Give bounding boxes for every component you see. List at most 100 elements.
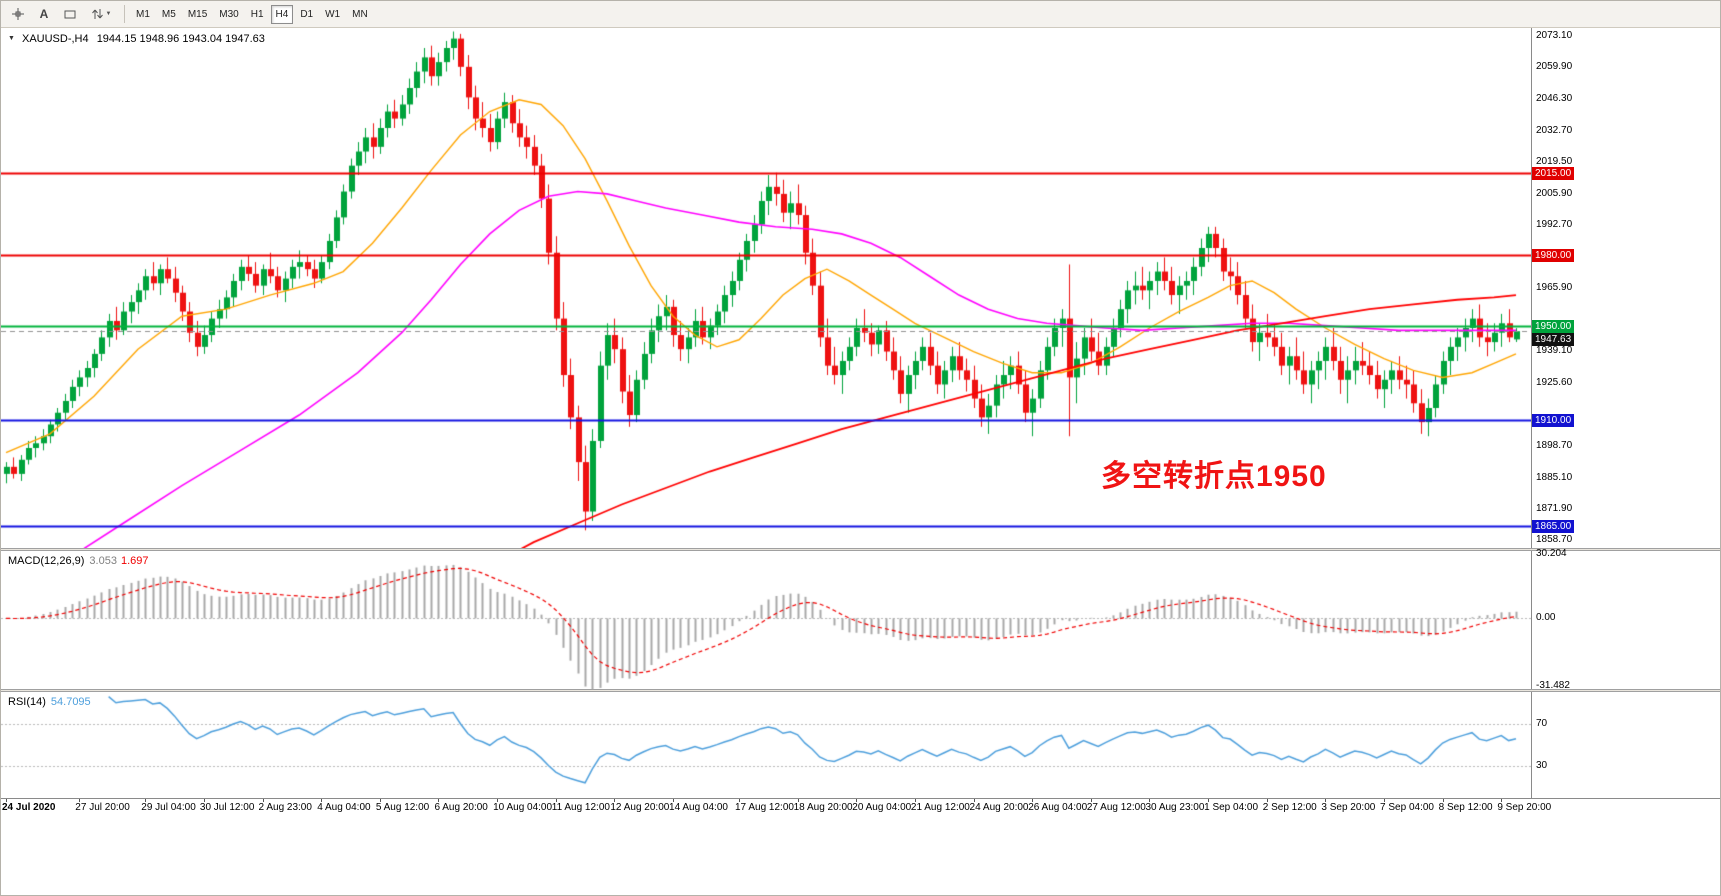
- timeframe-button-m30[interactable]: M30: [219, 8, 239, 20]
- timeframe-button-mn[interactable]: MN: [352, 8, 368, 20]
- time-axis-tick: [204, 799, 205, 802]
- price-badge: 1947.63: [1532, 332, 1575, 346]
- time-axis-label: 24 Jul 2020: [2, 802, 56, 813]
- time-axis-tick: [856, 799, 857, 802]
- time-axis-tick: [438, 799, 439, 802]
- price-tick-label: 1965.90: [1536, 282, 1573, 294]
- macd-label: MACD(12,26,9): [8, 555, 85, 567]
- time-axis-label: 17 Aug 12:00: [735, 802, 794, 813]
- price-tick-label: 1939.10: [1536, 345, 1573, 357]
- rsi-value: 54.7095: [50, 696, 91, 708]
- time-axis-label: 29 Jul 04:00: [141, 802, 196, 813]
- shapes-icon: [64, 10, 76, 19]
- chart-header: ▼ XAUUSD-,H4 1944.15 1948.96 1943.04 194…: [8, 33, 265, 45]
- price-tick-label: 2046.30: [1536, 93, 1573, 105]
- price-tick-label: 1871.90: [1536, 503, 1573, 515]
- macd-axis[interactable]: 30.204 0.00 -31.482: [1531, 547, 1720, 691]
- time-axis[interactable]: 24 Jul 2020 27 Jul 20:00 29 Jul 04:00 30 Ju…: [1, 798, 1720, 817]
- time-axis-tick: [1032, 799, 1033, 802]
- time-axis-tick: [79, 799, 80, 802]
- price-tick-label: 2019.50: [1536, 156, 1573, 168]
- timeframe-group: M1 M5 M15 M30 H1 H4 D1 W1 MN: [130, 4, 374, 24]
- price-tick-label: 1898.70: [1536, 440, 1573, 452]
- time-axis-label: 27 Aug 12:00: [1086, 802, 1146, 813]
- time-axis-label: 1 Sep 04:00: [1204, 802, 1259, 813]
- time-axis-tick: [497, 799, 498, 802]
- time-axis-label: 20 Aug 04:00: [852, 802, 912, 813]
- panel-separator[interactable]: [1, 689, 1720, 692]
- time-axis-tick: [915, 799, 916, 802]
- timeframe-button-m5[interactable]: M5: [161, 8, 176, 20]
- rsi-label: RSI(14): [8, 696, 46, 708]
- time-axis-tick: [6, 799, 7, 802]
- timeframe-button-d1[interactable]: D1: [300, 8, 314, 20]
- macd-panel: MACD(12,26,9) 3.053 1.697: [1, 551, 1531, 689]
- time-axis-tick: [1443, 799, 1444, 802]
- text-label-icon: A: [39, 7, 49, 21]
- price-badge: 2015.00: [1532, 166, 1575, 180]
- time-axis-tick: [380, 799, 381, 802]
- time-axis-label: 5 Aug 12:00: [375, 802, 430, 813]
- shapes-tool-button[interactable]: [58, 4, 82, 25]
- price-badge: 1910.00: [1532, 413, 1575, 427]
- time-axis-tick: [263, 799, 264, 802]
- macd-header: MACD(12,26,9) 3.053 1.697: [8, 555, 148, 567]
- collapse-triangle-icon[interactable]: ▼: [8, 35, 15, 42]
- time-axis-tick: [1267, 799, 1268, 802]
- rsi-level-label: 30: [1536, 760, 1548, 772]
- price-tick-label: 1858.70: [1536, 534, 1573, 546]
- timeframe-button-h1[interactable]: H1: [250, 8, 264, 20]
- drawing-tools-group: A ▼: [5, 4, 119, 25]
- time-axis-tick: [321, 799, 322, 802]
- price-tick-label: 2059.90: [1536, 61, 1573, 73]
- panel-separator[interactable]: [1, 548, 1720, 551]
- timeframe-button-w1[interactable]: W1: [325, 8, 341, 20]
- rsi-header: RSI(14) 54.7095: [8, 696, 91, 708]
- time-axis-label: 10 Aug 04:00: [493, 802, 553, 813]
- timeframe-button-m15[interactable]: M15: [187, 8, 208, 20]
- time-axis-tick: [1091, 799, 1092, 802]
- price-tick-label: 2073.10: [1536, 30, 1573, 41]
- time-axis-label: 3 Sep 20:00: [1321, 802, 1376, 813]
- time-axis-label: 7 Sep 04:00: [1380, 802, 1434, 813]
- price-tick-label: 1885.10: [1536, 472, 1573, 484]
- time-axis-label: 4 Aug 04:00: [317, 802, 371, 813]
- macd-scale-label: 0.00: [1536, 612, 1556, 624]
- time-axis-label: 27 Jul 20:00: [75, 802, 130, 813]
- price-chart-canvas[interactable]: [1, 28, 1531, 548]
- time-axis-label: 26 Aug 04:00: [1028, 802, 1088, 813]
- price-badge: 1950.00: [1532, 319, 1575, 333]
- rsi-axis[interactable]: 70 30: [1531, 692, 1720, 798]
- toolbar-separator: [124, 5, 125, 23]
- price-axis[interactable]: 2073.10 2059.90 2046.30 2032.70 2019.50 2005.…: [1531, 28, 1720, 548]
- rsi-panel: RSI(14) 54.7095: [1, 692, 1531, 798]
- cycle-lines-icon: [91, 9, 103, 19]
- time-axis-label: 2 Sep 12:00: [1262, 802, 1317, 813]
- time-axis-label: 30 Aug 23:00: [1145, 802, 1205, 813]
- cycle-lines-tool-button[interactable]: ▼: [84, 4, 118, 25]
- dropdown-caret-icon: ▼: [105, 11, 112, 17]
- price-badge: 1980.00: [1532, 249, 1575, 263]
- time-axis-label: 11 Aug 12:00: [551, 802, 610, 813]
- time-axis-label: 30 Jul 12:00: [199, 802, 255, 813]
- time-axis-label: 12 Aug 20:00: [610, 802, 670, 813]
- symbol-period-label: XAUUSD-,H4: [22, 33, 89, 45]
- price-tick-label: 1925.60: [1536, 377, 1573, 389]
- time-axis-label: 8 Sep 12:00: [1438, 802, 1493, 813]
- time-axis-label: 24 Aug 20:00: [969, 802, 1029, 813]
- macd-canvas[interactable]: [1, 551, 1531, 689]
- rsi-canvas[interactable]: [1, 692, 1531, 798]
- time-axis-label: 6 Aug 20:00: [434, 802, 488, 813]
- crosshair-tool-button[interactable]: [6, 4, 30, 25]
- crosshair-icon: [12, 8, 24, 20]
- text-tool-button[interactable]: A: [32, 4, 56, 25]
- timeframe-button-h4[interactable]: H4: [270, 4, 294, 24]
- macd-scale-label: 30.204: [1536, 547, 1567, 559]
- time-axis-tick: [1208, 799, 1209, 802]
- chart-annotation-text: 多空转折点1950: [1101, 460, 1327, 493]
- timeframe-button-m1[interactable]: M1: [136, 8, 150, 20]
- time-axis-tick: [1501, 799, 1502, 802]
- time-axis-label: 9 Sep 20:00: [1497, 802, 1552, 813]
- price-badge: 1865.00: [1532, 519, 1575, 533]
